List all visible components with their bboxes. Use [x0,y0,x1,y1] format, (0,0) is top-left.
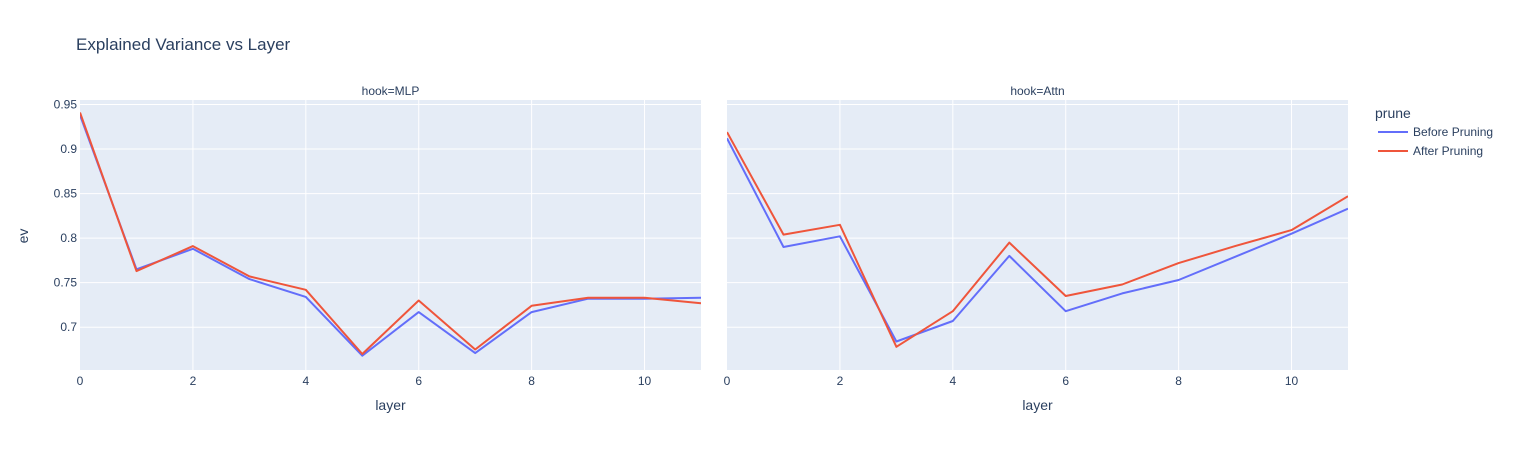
x-tick-label: 8 [528,374,535,388]
legend-label: After Pruning [1413,144,1483,158]
x-tick-label: 10 [1285,374,1299,388]
facet-panel-1: 0 2 4 6 8 10 hook=Attn layer [724,84,1348,413]
x-tick-label: 4 [949,374,956,388]
legend[interactable]: prune Before Pruning After Pruning [1375,105,1493,158]
series-line-after-pruning [80,112,701,355]
x-tick-label: 6 [1062,374,1069,388]
facet-title: hook=Attn [1010,84,1064,98]
legend-item[interactable]: Before Pruning [1378,125,1493,139]
x-tick-label: 10 [638,374,652,388]
series-line-before-pruning [727,137,1348,343]
legend-label: Before Pruning [1413,125,1493,139]
x-tick-label: 4 [302,374,309,388]
x-tick-label: 2 [190,374,197,388]
x-axis-title: layer [1022,397,1053,413]
y-axis-title: ev [15,229,31,244]
facet-title: hook=MLP [362,84,420,98]
y-tick-label: 0.95 [54,97,78,111]
y-tick-label: 0.7 [60,320,77,334]
y-tick-label: 0.8 [60,231,77,245]
x-tick-label: 8 [1175,374,1182,388]
legend-title: prune [1375,105,1411,121]
facet-panel-0: 0 2 4 6 8 10 0.7 0.75 0.8 0.85 0.9 0.95 hook=MLP laye… [54,84,701,413]
x-tick-label: 0 [77,374,84,388]
x-tick-label: 0 [724,374,731,388]
y-tick-label: 0.9 [60,142,77,156]
chart-title: Explained Variance vs Layer [76,35,291,54]
legend-items[interactable]: Before Pruning After Pruning [1378,125,1493,158]
y-tick-label: 0.85 [54,187,78,201]
x-tick-label: 6 [415,374,422,388]
x-tick-label: 2 [837,374,844,388]
plot-background [727,100,1348,370]
legend-item[interactable]: After Pruning [1378,144,1483,158]
series-line-after-pruning [727,131,1348,348]
x-axis-title: layer [375,397,406,413]
plot-background [80,100,701,370]
y-tick-label: 0.75 [54,276,78,290]
facet-panels: 0 2 4 6 8 10 0.7 0.75 0.8 0.85 0.9 0.95 hook=MLP laye… [54,84,1348,413]
